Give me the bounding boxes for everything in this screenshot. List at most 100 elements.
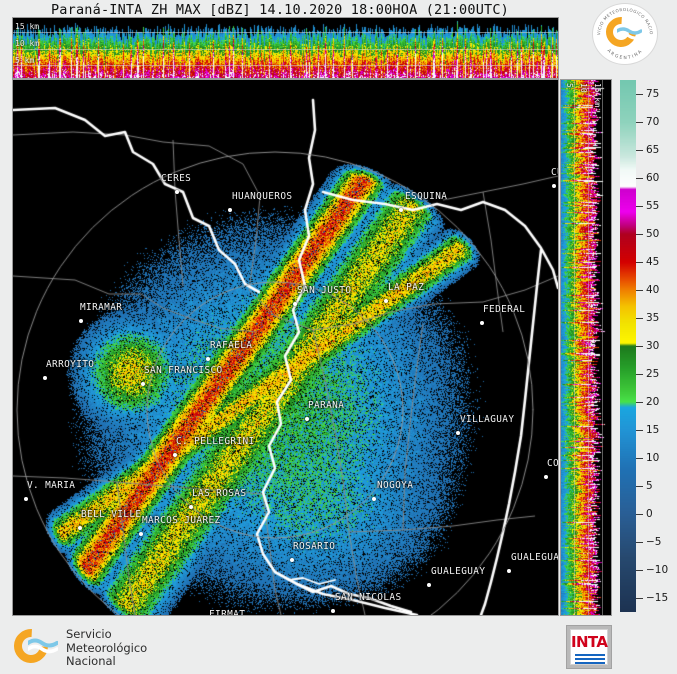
city-marker-dot: [293, 302, 297, 306]
colorbar-tick-label: 75: [646, 88, 660, 100]
colorbar-tick-label: 65: [646, 144, 660, 156]
colorbar-tick-label: 40: [646, 284, 660, 296]
city-marker-dot: [399, 208, 403, 212]
colorbar-tick: [636, 206, 643, 207]
colorbar-tick-label: 45: [646, 256, 660, 268]
city-label-la-paz: LA PAZ: [388, 282, 425, 293]
city-label-parana: PARANA: [308, 400, 345, 411]
city-label-esquina: ESQUINA: [405, 191, 448, 202]
radar-map-panel[interactable]: CERES HUANQUEROS ESQUINA CURU MIRAMAR SAN JUS…: [12, 79, 559, 616]
city-marker-dot: [175, 190, 179, 194]
city-marker-dot: [305, 417, 309, 421]
colorbar-tick: [636, 346, 643, 347]
city-label-rosario: ROSARIO: [293, 541, 336, 552]
colorbar-tick: [636, 458, 643, 459]
colorbar-tick: [636, 374, 643, 375]
colorbar-tick-label: −5: [646, 536, 662, 548]
colorbar-tick: [636, 542, 643, 543]
smn-footer-line-1: Servicio: [66, 627, 112, 641]
colorbar-tick: [636, 486, 643, 487]
city-marker-dot: [331, 609, 335, 613]
colorbar-tick-label: 60: [646, 172, 660, 184]
top-cross-section-panel: 15 km 10 km 5 km: [12, 17, 559, 79]
city-marker-dot: [78, 526, 82, 530]
city-marker-dot: [24, 497, 28, 501]
city-label-nogoya: NOGOYA: [377, 480, 414, 491]
city-marker-dot: [290, 558, 294, 562]
city-label-col-n: COLÓN: [547, 458, 559, 469]
dbz-colorbar: 75 70 65 60 55 50 45 40 35 30 25 20 15 10 5 0 −5 −10 −15: [620, 80, 674, 612]
city-marker-dot: [141, 382, 145, 386]
colorbar-tick: [636, 94, 643, 95]
smn-logo-badge: SERVICIO METEOROLOGICO NACIONAL ARGENTIN…: [592, 3, 658, 65]
city-marker-dot: [173, 453, 177, 457]
city-label-gualeguay: GUALEGUAY: [431, 566, 486, 577]
city-marker-dot: [79, 319, 83, 323]
colorbar-tick: [636, 318, 643, 319]
page-title: Paraná-INTA ZH MAX [dBZ] 14.10.2020 18:0…: [50, 2, 510, 18]
city-marker-dot: [43, 376, 47, 380]
colorbar-tick-label: 50: [646, 228, 660, 240]
smn-footer-logo: Servicio Meteorológico Nacional: [6, 621, 314, 671]
city-marker-dot: [480, 321, 484, 325]
city-marker-dot: [384, 299, 388, 303]
city-marker-dot: [456, 431, 460, 435]
colorbar-tick: [636, 402, 643, 403]
smn-footer-line-2: Meteorológico: [66, 640, 148, 655]
city-label-bell-ville: BELL VILLE: [81, 509, 142, 520]
top-height-label-10km: 10 km: [15, 39, 40, 48]
city-marker-dot: [189, 505, 193, 509]
city-label-marcos-juarez: MARCOS JUAREZ: [142, 515, 221, 526]
city-marker-dot: [372, 497, 376, 501]
city-label-arroyito: ARROYITO: [46, 359, 95, 370]
colorbar-tick-label: 35: [646, 312, 660, 324]
colorbar-tick: [636, 234, 643, 235]
colorbar-tick-label: −15: [646, 592, 669, 604]
colorbar-tick-label: 70: [646, 116, 660, 128]
colorbar-tick-label: 55: [646, 200, 660, 212]
smn-mark-icon: [599, 10, 644, 54]
colorbar-tick-label: 30: [646, 340, 660, 352]
city-label-c-pellegrini: C. PELLEGRINI: [176, 436, 255, 447]
colorbar-tick-label: 15: [646, 424, 660, 436]
top-height-label-15km: 15 km: [15, 22, 40, 31]
inta-footer-logo: INTA: [566, 625, 612, 669]
city-label-rafaela: RAFAELA: [210, 340, 253, 351]
footer-bar: Servicio Meteorológico Nacional INTA: [0, 617, 677, 674]
right-cross-section-panel: 5 10 15 km: [560, 79, 612, 616]
colorbar-tick-label: 10: [646, 452, 660, 464]
colorbar-tick: [636, 150, 643, 151]
city-label-gualeguaychu: GUALEGUAYCHU: [511, 552, 559, 563]
colorbar-tick-label: −10: [646, 564, 669, 576]
colorbar-tick: [636, 122, 643, 123]
colorbar-tick: [636, 178, 643, 179]
city-label-curu: CURU: [551, 167, 558, 178]
city-label-san-nicolas: SAN NICOLAS: [335, 592, 402, 603]
inta-label: INTA: [571, 633, 608, 651]
city-marker-dot: [139, 532, 143, 536]
colorbar-tick: [636, 514, 643, 515]
colorbar-tick-label: 0: [646, 508, 653, 520]
colorbar-tick: [636, 570, 643, 571]
city-marker-dot: [427, 583, 431, 587]
colorbar-tick: [636, 598, 643, 599]
colorbar-tick: [636, 290, 643, 291]
colorbar-tick-label: 25: [646, 368, 660, 380]
city-marker-dot: [552, 184, 556, 188]
city-label-san-francisco: SAN FRANCISCO: [144, 365, 223, 376]
colorbar-tick-label: 20: [646, 396, 660, 408]
colorbar-tick-label: 5: [646, 480, 653, 492]
city-marker-dot: [228, 208, 232, 212]
right-height-label-15km: 15 km: [593, 83, 602, 108]
city-label-firmat: FIRMAT: [209, 609, 246, 616]
smn-footer-line-3: Nacional: [66, 654, 116, 669]
right-height-label-5km: 5: [565, 83, 574, 88]
city-label-federal: FEDERAL: [483, 304, 526, 315]
city-label-miramar: MIRAMAR: [80, 302, 123, 313]
right-height-label-10km: 10: [579, 83, 588, 93]
city-label-ceres: CERES: [161, 173, 192, 184]
colorbar-tick: [636, 430, 643, 431]
top-height-label-5km: 5 km: [15, 56, 35, 65]
city-label-san-justo: SAN JUSTO: [297, 285, 352, 296]
smn-wave-icon: [28, 638, 58, 654]
